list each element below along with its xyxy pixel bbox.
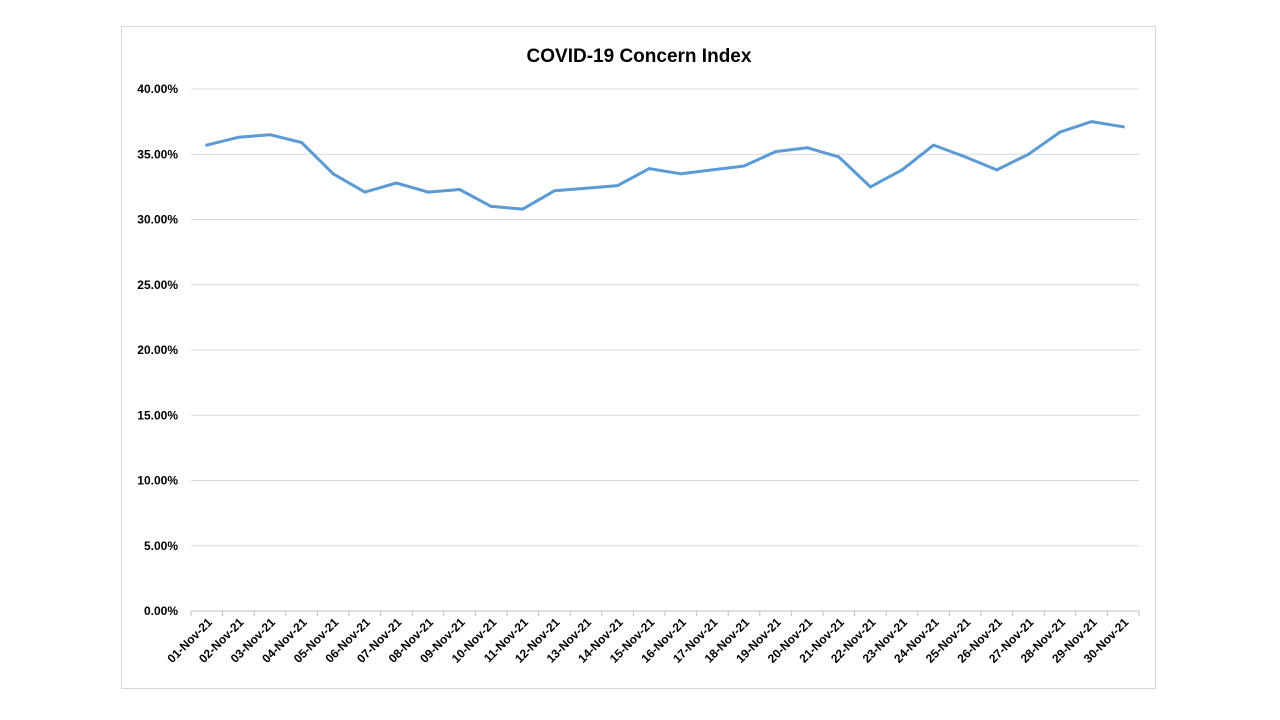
data-point: [521, 207, 525, 211]
y-tick-label: 0.00%: [144, 604, 178, 618]
data-point: [300, 141, 304, 145]
data-point: [268, 133, 272, 137]
data-point: [868, 185, 872, 189]
y-tick-label: 5.00%: [144, 539, 178, 553]
data-point: [742, 164, 746, 168]
x-axis-ticks: 01-Nov-2102-Nov-2103-Nov-2104-Nov-2105-N…: [164, 615, 1131, 666]
data-point: [900, 168, 904, 172]
y-tick-label: 25.00%: [137, 278, 178, 292]
data-point: [426, 190, 430, 194]
data-point: [236, 135, 240, 139]
y-tick-label: 40.00%: [137, 82, 178, 96]
data-point: [552, 189, 556, 193]
y-tick-label: 30.00%: [137, 213, 178, 227]
data-point: [1090, 120, 1094, 124]
data-point: [616, 184, 620, 188]
x-axis: [190, 610, 1140, 616]
data-point: [394, 181, 398, 185]
y-axis-ticks: 0.00% 5.00% 10.00% 15.00% 20.00% 25.00% 30.00%…: [137, 82, 178, 618]
data-point: [205, 143, 209, 147]
chart-title: COVID-19 Concern Index: [527, 46, 752, 67]
data-point: [710, 168, 714, 172]
data-point: [963, 155, 967, 159]
y-tick-label: 10.00%: [137, 474, 178, 488]
data-point: [458, 187, 462, 191]
chart-area: COVID-19 Concern Index 0.00% 5.00% 10.00% 1…: [121, 26, 1156, 689]
data-point: [932, 143, 936, 147]
data-point: [679, 172, 683, 176]
data-point: [1121, 125, 1125, 129]
series-layer: [205, 120, 1125, 211]
data-point: [774, 150, 778, 154]
data-point: [584, 186, 588, 190]
series-line: [205, 120, 1125, 211]
data-point: [647, 167, 651, 171]
data-point: [1058, 130, 1062, 134]
data-point: [805, 146, 809, 150]
gridlines: [191, 88, 1139, 547]
y-tick-label: 20.00%: [137, 343, 178, 357]
data-point: [837, 155, 841, 159]
data-point: [331, 172, 335, 176]
data-point: [995, 168, 999, 172]
y-tick-label: 15.00%: [137, 408, 178, 422]
data-point: [1026, 152, 1030, 156]
y-tick-label: 35.00%: [137, 147, 178, 161]
data-point: [363, 190, 367, 194]
data-point: [489, 204, 493, 208]
line-chart: COVID-19 Concern Index 0.00% 5.00% 10.00% 1…: [137, 46, 1140, 666]
